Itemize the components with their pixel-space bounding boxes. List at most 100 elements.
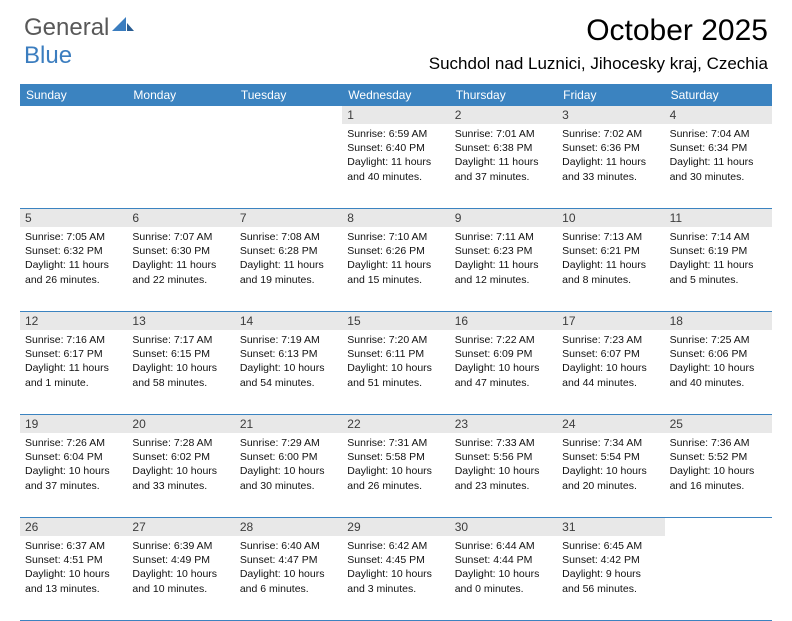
header: GeneralBlue October 2025 Suchdol nad Luz… [0,0,792,78]
day-number: 6 [127,209,234,227]
day-cell: Sunrise: 6:39 AMSunset: 4:49 PMDaylight:… [127,536,234,620]
calendar: SundayMondayTuesdayWednesdayThursdayFrid… [20,84,772,621]
sunset-line: Sunset: 6:07 PM [562,347,659,361]
daylight-line: Daylight: 10 hours and 54 minutes. [240,361,337,389]
day-cell: Sunrise: 7:08 AMSunset: 6:28 PMDaylight:… [235,227,342,311]
day-cell: Sunrise: 7:01 AMSunset: 6:38 PMDaylight:… [450,124,557,208]
sunset-line: Sunset: 6:28 PM [240,244,337,258]
day-number: 1 [342,106,449,124]
daylight-line: Daylight: 10 hours and 20 minutes. [562,464,659,492]
sunrise-line: Sunrise: 7:02 AM [562,127,659,141]
sunset-line: Sunset: 4:47 PM [240,553,337,567]
sunrise-line: Sunrise: 7:22 AM [455,333,552,347]
daylight-line: Daylight: 10 hours and 6 minutes. [240,567,337,595]
day-number: 19 [20,415,127,433]
day-number: 26 [20,518,127,536]
logo-text-general: General [24,14,109,41]
sunset-line: Sunset: 5:54 PM [562,450,659,464]
sunrise-line: Sunrise: 7:01 AM [455,127,552,141]
day-cell: Sunrise: 7:19 AMSunset: 6:13 PMDaylight:… [235,330,342,414]
sunrise-line: Sunrise: 7:28 AM [132,436,229,450]
logo: GeneralBlue [24,14,134,70]
day-cell: Sunrise: 7:28 AMSunset: 6:02 PMDaylight:… [127,433,234,517]
daylight-line: Daylight: 10 hours and 23 minutes. [455,464,552,492]
daylight-line: Daylight: 10 hours and 16 minutes. [670,464,767,492]
daylight-line: Daylight: 10 hours and 3 minutes. [347,567,444,595]
sunset-line: Sunset: 6:06 PM [670,347,767,361]
daylight-line: Daylight: 10 hours and 13 minutes. [25,567,122,595]
day-cell: Sunrise: 7:25 AMSunset: 6:06 PMDaylight:… [665,330,772,414]
day-number: 8 [342,209,449,227]
sunrise-line: Sunrise: 7:36 AM [670,436,767,450]
day-cell: Sunrise: 7:20 AMSunset: 6:11 PMDaylight:… [342,330,449,414]
day-number: 25 [665,415,772,433]
day-number: 28 [235,518,342,536]
daylight-line: Daylight: 11 hours and 33 minutes. [562,155,659,183]
day-header-wednesday: Wednesday [342,84,449,106]
sunrise-line: Sunrise: 6:42 AM [347,539,444,553]
day-number: 17 [557,312,664,330]
location: Suchdol nad Luznici, Jihocesky kraj, Cze… [429,54,768,74]
day-cell: Sunrise: 7:29 AMSunset: 6:00 PMDaylight:… [235,433,342,517]
day-cell: Sunrise: 7:33 AMSunset: 5:56 PMDaylight:… [450,433,557,517]
sunrise-line: Sunrise: 7:25 AM [670,333,767,347]
day-cell: Sunrise: 6:45 AMSunset: 4:42 PMDaylight:… [557,536,664,620]
day-number: 24 [557,415,664,433]
sunrise-line: Sunrise: 7:26 AM [25,436,122,450]
day-number: 7 [235,209,342,227]
daylight-line: Daylight: 10 hours and 40 minutes. [670,361,767,389]
sunrise-line: Sunrise: 7:23 AM [562,333,659,347]
day-number: 22 [342,415,449,433]
sunset-line: Sunset: 4:51 PM [25,553,122,567]
day-number: 29 [342,518,449,536]
sunset-line: Sunset: 6:19 PM [670,244,767,258]
day-cell: Sunrise: 7:36 AMSunset: 5:52 PMDaylight:… [665,433,772,517]
daylight-line: Daylight: 10 hours and 30 minutes. [240,464,337,492]
sunset-line: Sunset: 4:45 PM [347,553,444,567]
sunset-line: Sunset: 6:17 PM [25,347,122,361]
day-cell: Sunrise: 7:22 AMSunset: 6:09 PMDaylight:… [450,330,557,414]
day-header-thursday: Thursday [450,84,557,106]
day-number [127,106,234,124]
day-cell: Sunrise: 7:17 AMSunset: 6:15 PMDaylight:… [127,330,234,414]
sunset-line: Sunset: 6:34 PM [670,141,767,155]
sunset-line: Sunset: 6:36 PM [562,141,659,155]
title-block: October 2025 Suchdol nad Luznici, Jihoce… [429,14,768,74]
daylight-line: Daylight: 11 hours and 12 minutes. [455,258,552,286]
day-number: 2 [450,106,557,124]
day-cell: Sunrise: 7:02 AMSunset: 6:36 PMDaylight:… [557,124,664,208]
day-number: 21 [235,415,342,433]
empty-cell [665,536,772,620]
daylight-line: Daylight: 11 hours and 26 minutes. [25,258,122,286]
day-header-row: SundayMondayTuesdayWednesdayThursdayFrid… [20,84,772,106]
day-number: 10 [557,209,664,227]
day-cell: Sunrise: 7:31 AMSunset: 5:58 PMDaylight:… [342,433,449,517]
logo-text-blue: Blue [24,42,72,69]
day-number: 11 [665,209,772,227]
week-row: Sunrise: 6:59 AMSunset: 6:40 PMDaylight:… [20,124,772,209]
sunset-line: Sunset: 4:44 PM [455,553,552,567]
sunset-line: Sunset: 6:04 PM [25,450,122,464]
logo-sail-icon [112,14,134,41]
day-number: 18 [665,312,772,330]
empty-cell [235,124,342,208]
sunrise-line: Sunrise: 6:59 AM [347,127,444,141]
day-number: 20 [127,415,234,433]
day-number [20,106,127,124]
sunset-line: Sunset: 6:23 PM [455,244,552,258]
sunset-line: Sunset: 6:11 PM [347,347,444,361]
sunset-line: Sunset: 6:00 PM [240,450,337,464]
day-cell: Sunrise: 6:44 AMSunset: 4:44 PMDaylight:… [450,536,557,620]
sunrise-line: Sunrise: 7:29 AM [240,436,337,450]
sunrise-line: Sunrise: 7:19 AM [240,333,337,347]
sunset-line: Sunset: 6:21 PM [562,244,659,258]
sunrise-line: Sunrise: 7:20 AM [347,333,444,347]
day-header-sunday: Sunday [20,84,127,106]
daylight-line: Daylight: 11 hours and 19 minutes. [240,258,337,286]
sunset-line: Sunset: 6:38 PM [455,141,552,155]
sunrise-line: Sunrise: 7:16 AM [25,333,122,347]
sunrise-line: Sunrise: 7:10 AM [347,230,444,244]
day-header-saturday: Saturday [665,84,772,106]
day-cell: Sunrise: 7:26 AMSunset: 6:04 PMDaylight:… [20,433,127,517]
sunset-line: Sunset: 4:49 PM [132,553,229,567]
